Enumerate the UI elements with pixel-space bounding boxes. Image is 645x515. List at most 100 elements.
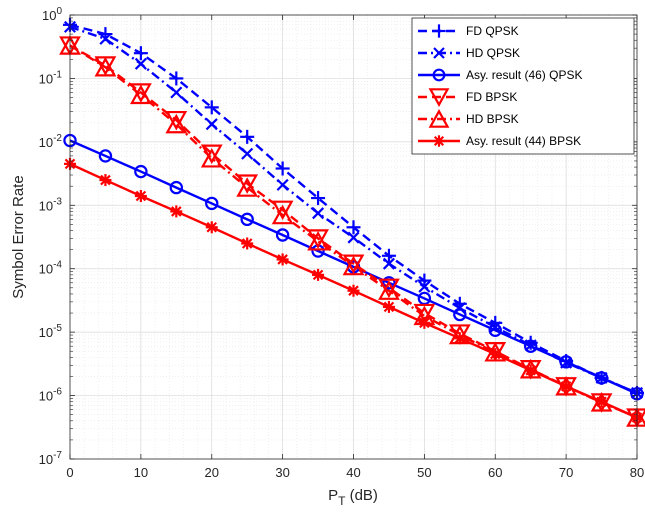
axis-ticks	[69, 14, 638, 460]
series-5-point	[342, 255, 365, 276]
series-3-point	[559, 355, 573, 369]
y-tick-label: 100	[42, 6, 62, 23]
series-3-point	[98, 149, 113, 163]
series-3-point	[523, 339, 538, 353]
series-1-point	[204, 100, 219, 115]
series-5-point	[130, 84, 152, 105]
series-4-point	[271, 200, 294, 221]
x-tick-label: 50	[417, 465, 431, 480]
series-3-point	[205, 196, 219, 211]
legend: FD QPSK HD QPSK Asy. result (46) QPSK FD BP…	[411, 17, 635, 155]
series-6-point	[347, 284, 360, 297]
legend-label: HD BPSK	[466, 112, 519, 126]
series-1-point	[169, 71, 184, 86]
legend-label: FD BPSK	[466, 90, 517, 104]
x-tick-label: 0	[66, 465, 73, 480]
series-2-point	[170, 86, 183, 99]
series-6-point	[170, 205, 183, 218]
x-axis-label-main: P	[328, 487, 338, 504]
series-2-point	[241, 147, 254, 160]
series-2-point	[134, 57, 147, 70]
series-markers	[59, 17, 645, 428]
series-2-point	[276, 178, 289, 191]
series-3-point	[453, 307, 467, 322]
x-tick-labels: 0 10 20 30 40 50 60 70 80	[66, 465, 644, 480]
series-5-point	[236, 177, 259, 197]
series-6-point	[205, 221, 218, 234]
x-axis-label-sub: T	[338, 494, 346, 508]
series-6-point	[382, 300, 395, 313]
y-tick-label: 10-4	[39, 260, 63, 277]
series-2-point	[99, 32, 112, 45]
y-tick-label: 10-5	[39, 323, 63, 340]
series-6-point	[99, 174, 112, 187]
x-tick-label: 20	[205, 465, 219, 480]
series-1-point	[240, 129, 255, 144]
series-4-point	[200, 144, 223, 165]
series-6-point	[312, 268, 325, 281]
x-tick-label: 60	[488, 465, 502, 480]
series-5-point	[200, 147, 223, 168]
legend-label: Asy. result (46) QPSK	[466, 68, 582, 82]
x-tick-label: 40	[346, 465, 360, 480]
series-4-point	[165, 110, 188, 131]
minor-grid	[70, 15, 637, 459]
series-1-point	[346, 220, 361, 235]
legend-label: HD QPSK	[466, 46, 520, 60]
series-6-point	[134, 190, 147, 203]
y-axis-label: Symbol Error Rate	[10, 175, 27, 298]
series-3-point	[240, 212, 254, 227]
series-5-point	[378, 280, 400, 300]
series-3-point	[134, 164, 148, 179]
legend-marker	[433, 135, 445, 147]
series-1-point	[381, 248, 396, 263]
legend-marker	[432, 24, 446, 38]
series-5-point	[94, 56, 117, 77]
series-6-point	[241, 237, 254, 250]
x-axis-label: PT (dB)	[328, 487, 378, 508]
series-5-point	[484, 341, 507, 362]
legend-box	[411, 17, 635, 155]
series-4-point	[130, 83, 152, 103]
series-5-point	[307, 230, 329, 251]
series-1-point	[311, 191, 326, 206]
series-4-point	[307, 229, 329, 249]
series-2-point	[347, 231, 360, 244]
series-6-point	[524, 364, 537, 377]
series-6-point	[595, 395, 608, 408]
series-4-point	[342, 254, 365, 275]
x-tick-label: 70	[559, 465, 573, 480]
series-1-point	[133, 46, 148, 61]
series-6-point	[489, 348, 502, 361]
x-tick-label: 80	[630, 465, 644, 480]
legend-marker	[428, 88, 450, 107]
series-5-point	[271, 204, 294, 225]
y-tick-label: 10-3	[39, 196, 63, 213]
series-4-point	[236, 174, 259, 194]
series-3-point	[382, 276, 396, 290]
legend-marker	[433, 47, 445, 59]
series-6-point	[276, 253, 289, 266]
series-4-point	[413, 303, 436, 324]
series-2-point	[418, 280, 431, 293]
series-6-point	[560, 380, 573, 393]
series-3-point	[275, 228, 290, 242]
series-2-point	[489, 321, 502, 334]
x-tick-label: 10	[134, 465, 148, 480]
series-3-point	[594, 371, 609, 385]
y-tick-labels: 100 10-1 10-2 10-3 10-4 10-5 10-6 10-7	[39, 6, 63, 467]
series-1-point	[275, 161, 290, 176]
series-6-point	[418, 316, 431, 329]
series-3-point	[169, 180, 184, 195]
y-tick-label: 10-1	[39, 69, 63, 86]
y-tick-label: 10-6	[39, 387, 63, 404]
y-tick-label: 10-7	[39, 450, 63, 467]
series-4-point	[378, 278, 400, 299]
legend-label: FD QPSK	[466, 24, 519, 38]
series-2-point	[382, 257, 395, 270]
series-5-point	[165, 113, 188, 134]
x-axis-label-unit: (dB)	[345, 487, 378, 504]
x-tick-label: 30	[275, 465, 289, 480]
series-3-point	[488, 323, 502, 337]
